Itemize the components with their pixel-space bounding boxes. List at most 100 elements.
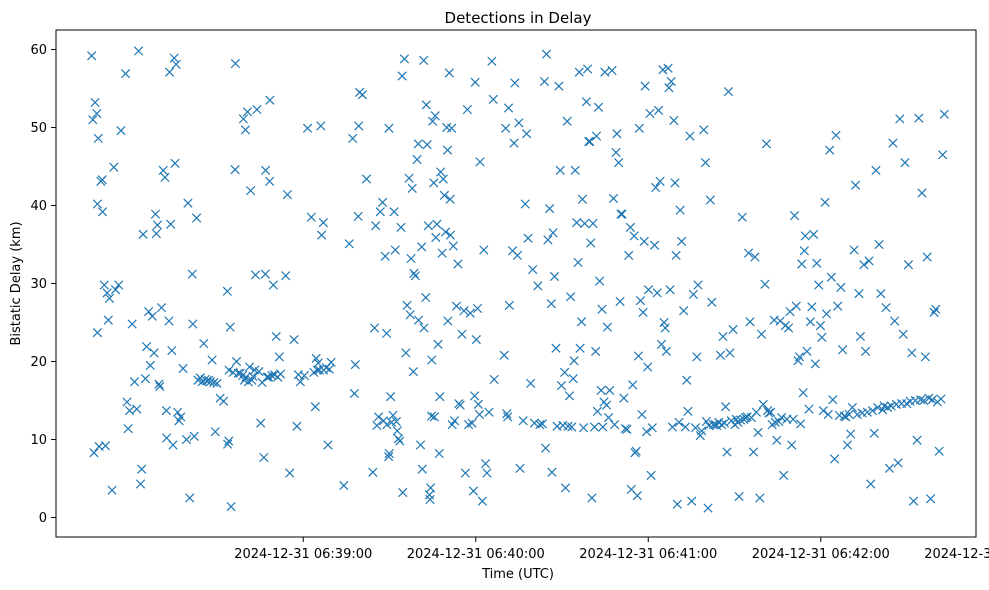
data-point <box>546 299 556 309</box>
data-point <box>728 324 738 335</box>
data-point <box>89 448 99 458</box>
data-point <box>596 385 606 395</box>
data-point <box>185 493 195 503</box>
data-point <box>647 423 657 433</box>
data-point <box>398 487 408 498</box>
data-point <box>639 236 649 247</box>
data-point <box>817 332 827 342</box>
data-point <box>855 331 866 342</box>
data-point <box>267 370 277 381</box>
data-point <box>615 296 625 307</box>
x-axis-label: Time (UTC) <box>481 567 554 582</box>
data-point <box>635 296 646 306</box>
data-point <box>386 391 396 402</box>
data-point <box>482 468 492 478</box>
data-point <box>457 329 467 339</box>
data-point <box>898 329 908 339</box>
data-point <box>688 289 699 300</box>
data-point <box>199 338 209 349</box>
data-point <box>127 319 137 329</box>
data-point <box>866 479 876 489</box>
data-point <box>804 404 814 414</box>
data-point <box>629 231 639 241</box>
data-point <box>664 83 674 93</box>
y-axis-label: Bistatic Delay (km) <box>9 221 24 345</box>
data-point <box>471 335 481 345</box>
data-point <box>489 374 499 385</box>
data-point <box>417 242 427 252</box>
data-point <box>802 346 812 356</box>
data-point <box>225 322 235 332</box>
y-tick-label: 40 <box>30 199 47 214</box>
data-point <box>705 195 715 205</box>
data-point <box>145 360 155 371</box>
data-point <box>936 394 946 404</box>
data-point <box>523 233 533 243</box>
data-point <box>547 467 557 477</box>
data-point <box>533 281 543 291</box>
data-point <box>796 419 806 429</box>
data-point <box>697 426 707 436</box>
data-point <box>281 271 291 281</box>
data-point <box>860 346 871 356</box>
data-point <box>900 157 910 168</box>
data-point <box>663 63 673 73</box>
data-point <box>422 140 432 150</box>
data-point <box>209 377 219 388</box>
data-point <box>149 348 159 358</box>
data-point <box>103 315 113 325</box>
data-point <box>368 467 378 477</box>
data-point <box>585 136 595 147</box>
data-point <box>93 133 103 144</box>
data-point <box>373 412 384 422</box>
data-point <box>703 503 713 513</box>
data-point <box>339 480 349 491</box>
data-point <box>147 311 157 321</box>
data-point <box>310 402 320 412</box>
data-point <box>129 377 140 387</box>
data-point <box>90 97 100 108</box>
data-point <box>488 94 498 105</box>
data-point <box>344 239 354 249</box>
data-point <box>377 197 388 208</box>
data-point <box>670 178 680 188</box>
data-point <box>107 485 117 495</box>
data-point <box>603 413 614 423</box>
data-point <box>275 369 286 379</box>
data-point <box>751 407 761 417</box>
data-point <box>587 493 597 503</box>
data-point <box>645 108 655 119</box>
data-point <box>274 352 285 362</box>
data-point <box>438 174 448 184</box>
data-point <box>421 292 431 303</box>
data-point <box>164 316 174 326</box>
x-axis-ticks: 2024-12-31 06:39:00 2024-12-31 06:40:00 20… <box>234 537 989 562</box>
data-point <box>306 212 316 222</box>
data-point <box>890 316 900 326</box>
data-point <box>624 250 634 261</box>
data-point <box>271 331 281 342</box>
data-point <box>798 388 808 398</box>
data-point <box>114 280 124 290</box>
data-point <box>915 395 926 405</box>
data-point <box>361 174 372 184</box>
data-point <box>264 176 275 186</box>
data-point <box>254 367 264 377</box>
data-point <box>862 407 872 417</box>
data-point <box>407 183 417 193</box>
data-point <box>592 406 602 417</box>
data-point <box>666 76 676 87</box>
data-point <box>408 367 418 377</box>
data-point <box>380 251 390 261</box>
data-point <box>593 102 604 112</box>
data-point <box>715 350 726 360</box>
data-point <box>758 399 768 410</box>
data-point <box>672 499 682 509</box>
data-point <box>116 125 126 136</box>
data-point <box>439 190 450 200</box>
y-axis-ticks: 0 10 20 30 40 50 60 <box>30 43 56 526</box>
data-point <box>785 306 795 317</box>
data-point <box>480 459 491 469</box>
data-point <box>818 406 828 416</box>
data-point <box>430 111 440 121</box>
